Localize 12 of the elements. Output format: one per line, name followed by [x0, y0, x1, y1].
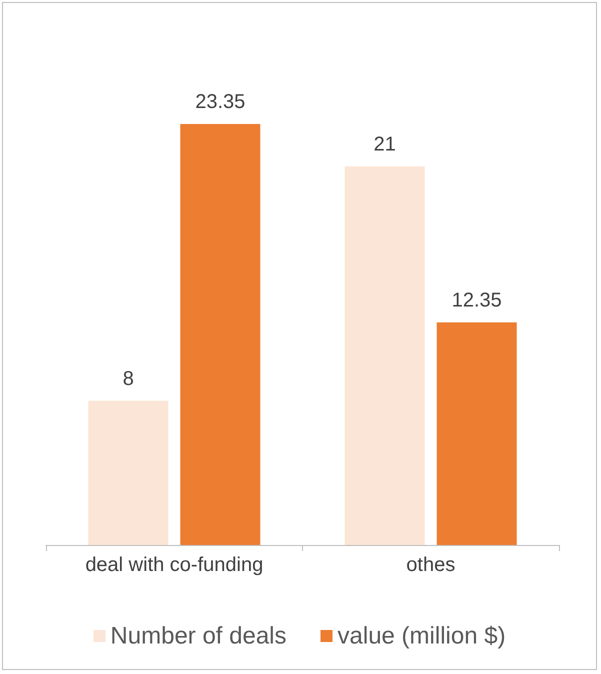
x-tick-label: deal with co-funding [85, 554, 264, 576]
x-tick-label: othes [406, 554, 456, 576]
bar [436, 322, 517, 545]
data-label: 21 [374, 133, 396, 156]
data-label: 23.35 [195, 91, 246, 113]
data-label: 12.35 [452, 289, 502, 312]
bar [344, 166, 425, 545]
bar [180, 124, 260, 545]
legend-label: Number of deals [110, 622, 287, 650]
legend-label: value (million $) [338, 622, 506, 650]
bar [88, 400, 168, 545]
data-label: 8 [122, 368, 134, 390]
